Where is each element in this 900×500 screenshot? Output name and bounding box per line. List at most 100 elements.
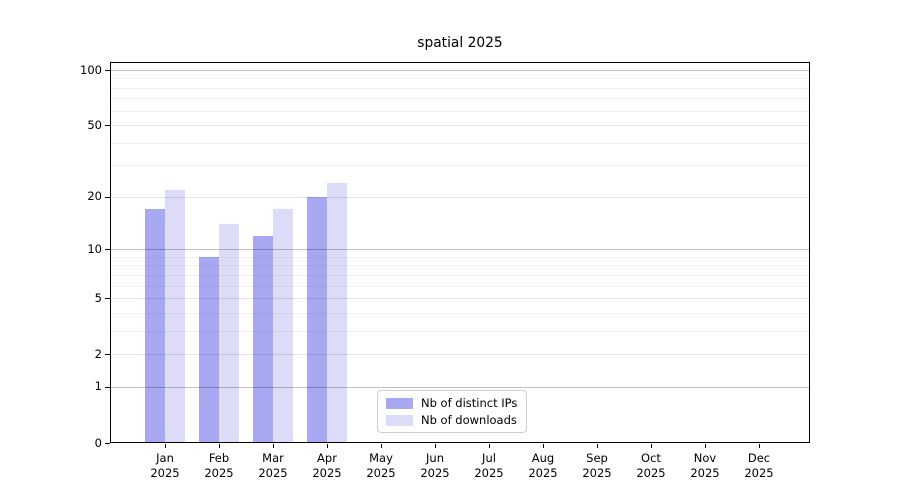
gridline — [111, 256, 809, 258]
bar-distinct-ips — [307, 196, 327, 443]
x-axis-year: 2025 — [420, 466, 450, 480]
legend: Nb of distinct IPs Nb of downloads — [377, 390, 528, 433]
x-axis-tick — [597, 444, 598, 448]
y-axis-tick — [105, 70, 110, 71]
y-axis-tick — [105, 196, 110, 198]
gridline — [111, 70, 809, 71]
x-axis-tick — [327, 444, 328, 448]
y-axis-tick-label: 2 — [94, 346, 102, 361]
y-axis-tick — [105, 125, 110, 127]
x-axis-year: 2025 — [690, 466, 720, 480]
y-axis-tick-label: 5 — [94, 290, 102, 305]
x-axis-year: 2025 — [528, 466, 558, 480]
bar-downloads — [273, 209, 293, 443]
x-axis-year: 2025 — [744, 466, 774, 480]
y-axis-tick — [105, 386, 110, 388]
chart-title: spatial 2025 — [417, 35, 503, 51]
x-axis-year: 2025 — [204, 466, 234, 480]
x-axis-tick-label: Apr 2025 — [300, 451, 354, 481]
gridline — [111, 110, 809, 112]
gridline — [111, 125, 809, 127]
legend-swatch — [386, 397, 413, 409]
x-axis-tick — [273, 444, 274, 448]
y-axis-tick — [105, 249, 110, 251]
x-axis-tick-label: Feb 2025 — [192, 451, 246, 481]
x-axis-tick-label: Oct 2025 — [624, 451, 678, 481]
x-axis-year: 2025 — [366, 466, 396, 480]
gridline — [111, 354, 809, 356]
y-axis-tick-label: 100 — [80, 62, 102, 77]
legend-label: Nb of distinct IPs — [421, 396, 518, 410]
x-axis-tick — [759, 444, 760, 448]
x-axis-month: Aug — [531, 451, 555, 465]
x-axis-year: 2025 — [582, 466, 612, 480]
legend-item: Nb of downloads — [386, 413, 517, 427]
y-axis-tick — [105, 298, 110, 300]
x-axis-year: 2025 — [150, 466, 180, 480]
x-axis-month: Jan — [156, 451, 174, 465]
x-axis-year: 2025 — [258, 466, 288, 480]
gridline — [111, 78, 809, 80]
gridline — [111, 87, 809, 89]
y-axis-tick-label: 20 — [87, 189, 102, 204]
x-axis-tick-label: Dec 2025 — [732, 451, 786, 481]
y-axis-tick — [105, 443, 110, 444]
gridline — [111, 386, 809, 388]
x-axis-tick-label: Nov 2025 — [678, 451, 732, 481]
x-axis-tick — [381, 444, 382, 448]
x-axis-month: Nov — [693, 451, 717, 465]
x-axis-tick — [651, 444, 652, 448]
x-axis-tick — [705, 444, 706, 448]
gridline — [111, 274, 809, 276]
x-axis-tick-label: Jun 2025 — [408, 451, 462, 481]
y-axis-tick-label: 1 — [94, 379, 102, 394]
x-axis-tick-label: Jul 2025 — [462, 451, 516, 481]
gridline — [111, 196, 809, 198]
y-axis-tick — [105, 354, 110, 356]
x-axis-month: Jul — [482, 451, 496, 465]
x-axis-tick — [435, 444, 436, 448]
x-axis-year: 2025 — [474, 466, 504, 480]
gridline — [111, 312, 809, 314]
x-axis-month: Feb — [208, 451, 230, 465]
bar-downloads — [327, 182, 347, 443]
legend-swatch — [386, 414, 413, 426]
gridline — [111, 142, 809, 144]
gridline — [111, 330, 809, 332]
y-axis-tick-label: 0 — [94, 435, 102, 450]
gridline — [111, 285, 809, 287]
x-axis-tick — [489, 444, 490, 448]
x-axis-month: Oct — [641, 451, 661, 465]
x-axis-tick — [219, 444, 220, 448]
y-axis-tick-label: 10 — [87, 241, 102, 256]
x-axis-month: Sep — [586, 451, 608, 465]
x-axis-year: 2025 — [636, 466, 666, 480]
x-axis-month: Mar — [262, 451, 284, 465]
x-axis-tick — [543, 444, 544, 448]
bar-distinct-ips — [145, 209, 165, 443]
x-axis-month: May — [369, 451, 393, 465]
bar-downloads — [165, 189, 185, 443]
x-axis-tick — [165, 444, 166, 448]
legend-item: Nb of distinct IPs — [386, 396, 517, 410]
x-axis-tick-label: Sep 2025 — [570, 451, 624, 481]
gridline — [111, 298, 809, 300]
x-axis-year: 2025 — [312, 466, 342, 480]
x-axis-month: Jun — [426, 451, 444, 465]
x-axis-month: Apr — [317, 451, 337, 465]
x-axis-tick-label: Mar 2025 — [246, 451, 300, 481]
gridline — [111, 165, 809, 167]
x-axis-tick-label: Jan 2025 — [138, 451, 192, 481]
gridline — [111, 98, 809, 100]
x-axis-month: Dec — [747, 451, 771, 465]
y-axis-tick-label: 50 — [87, 117, 102, 132]
x-axis-tick-label: May 2025 — [354, 451, 408, 481]
bar-downloads — [219, 224, 239, 443]
legend-label: Nb of downloads — [421, 413, 517, 427]
bar-distinct-ips — [253, 235, 273, 443]
bar-distinct-ips — [199, 256, 219, 443]
x-axis-tick-label: Aug 2025 — [516, 451, 570, 481]
gridline — [111, 265, 809, 267]
gridline — [111, 249, 809, 251]
